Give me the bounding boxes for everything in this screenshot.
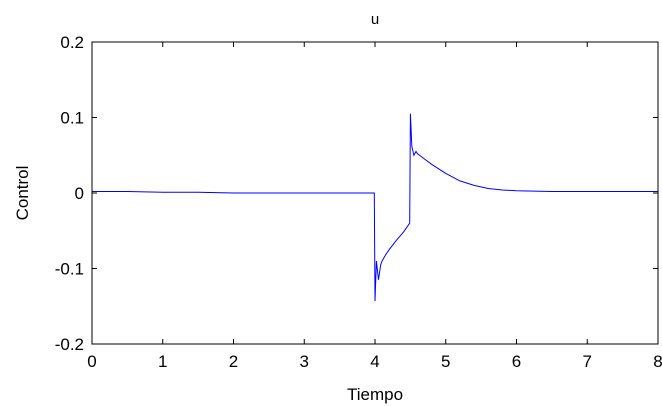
x-tick-label: 2 [229,352,238,371]
y-tick-label: 0.1 [60,109,84,128]
y-tick-label: 0.2 [60,33,84,52]
y-tick-label: -0.1 [55,260,84,279]
axes-box [91,41,659,345]
axis-tick-labels: 0 1 2 3 4 5 6 7 8 -0.2 -0.1 0 0.1 0.2 [55,33,662,371]
x-tick-label: 7 [583,352,592,371]
x-tick-label: 3 [300,352,309,371]
x-tick-label: 8 [653,352,662,371]
x-tick-label: 0 [87,352,96,371]
chart-title: u [371,11,379,28]
x-tick-label: 6 [512,352,521,371]
x-tick-label: 5 [441,352,450,371]
x-axis-label: Tiempo [347,385,403,404]
series-line-u [92,113,658,302]
y-tick-label: -0.2 [55,335,84,354]
x-tick-label: 4 [370,352,379,371]
y-axis-label: Control [13,166,32,221]
y-tick-label: 0 [75,184,84,203]
x-tick-label: 1 [158,352,167,371]
